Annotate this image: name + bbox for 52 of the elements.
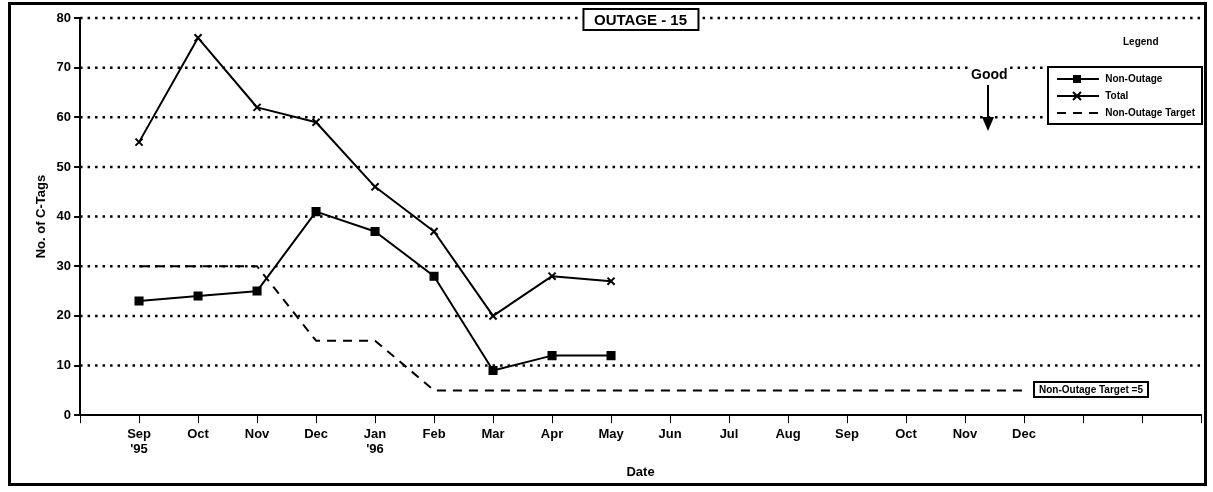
x-tick-label: Jan '96 <box>363 425 387 457</box>
x-tick-label: Oct <box>187 425 210 441</box>
legend-label: Total <box>1105 90 1129 101</box>
y-tick-label: 70 <box>56 59 72 75</box>
point <box>134 296 144 306</box>
y-axis-title: No. of C-Tags <box>33 174 49 259</box>
point <box>429 271 439 281</box>
x-tick-label: Sep <box>835 425 859 441</box>
legend-label: Non-Outage <box>1105 73 1163 84</box>
x-tick-label: Aug <box>775 425 801 441</box>
point <box>311 207 321 217</box>
point <box>311 117 321 127</box>
x-tick-label: Jul <box>719 425 739 441</box>
annotation: Good <box>969 66 1010 82</box>
y-tick-label: 50 <box>56 158 72 174</box>
annotation: Non-Outage Target =5 <box>1033 381 1149 399</box>
point <box>547 271 557 281</box>
point <box>429 226 439 237</box>
point <box>370 182 380 192</box>
point <box>134 137 144 147</box>
point <box>193 33 203 43</box>
x-tick-label: Oct <box>895 425 918 441</box>
point <box>252 102 262 112</box>
y-tick-label: 40 <box>56 208 72 224</box>
legend-label: Non-Outage Target <box>1105 107 1195 118</box>
point <box>488 311 498 321</box>
point <box>547 351 557 361</box>
legend-title: Legend <box>1123 36 1159 47</box>
point <box>193 291 203 301</box>
x-tick-label: Mar <box>481 425 505 441</box>
x-tick-label: Dec <box>304 425 328 441</box>
point <box>606 276 616 286</box>
x-tick-label: Sep '95 <box>127 425 152 457</box>
x-tick-label: Nov <box>244 425 271 441</box>
y-tick-label: 10 <box>56 357 72 373</box>
x-tick-label: Feb <box>422 425 446 441</box>
point <box>606 351 616 361</box>
y-tick-label: 0 <box>63 406 72 422</box>
point <box>488 365 498 376</box>
x-tick-label: Nov <box>952 425 979 441</box>
point <box>252 286 262 296</box>
y-tick-label: 60 <box>56 108 72 124</box>
y-tick-label: 30 <box>56 257 72 273</box>
x-tick-label: Apr <box>540 425 564 441</box>
y-tick-label: 80 <box>56 9 72 25</box>
chart-title: OUTAGE - 15 <box>581 8 700 31</box>
x-tick-label: Dec <box>1012 425 1036 441</box>
x-tick-label: May <box>598 425 625 441</box>
point <box>370 226 380 237</box>
y-tick-label: 20 <box>56 307 72 323</box>
x-tick-label: Jun <box>658 425 682 441</box>
x-axis-title: Date <box>626 463 655 479</box>
